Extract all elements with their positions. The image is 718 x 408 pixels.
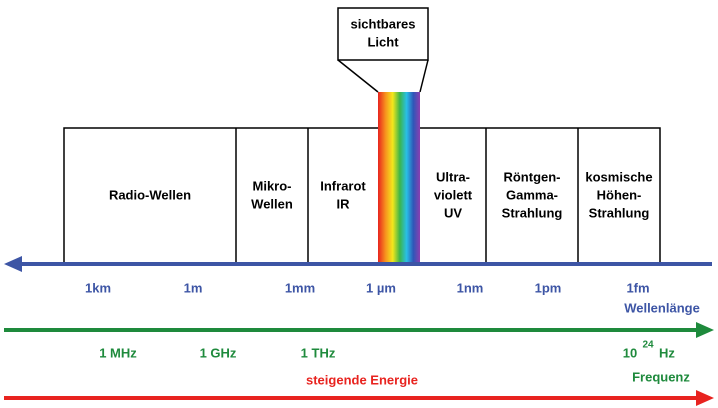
wavelength-label: 1pm [535,280,562,295]
frequency-base: 10 [623,345,637,360]
frequency-label: 1 THz [301,345,336,360]
wavelength-label: 1m [184,280,203,295]
wavelength-label: 1nm [457,280,484,295]
wavelength-label: 1km [85,280,111,295]
arrow-head [696,390,714,406]
region-label: Ultra- [436,169,470,184]
region-label: UV [444,205,462,220]
region-label: Strahlung [502,205,563,220]
frequency-label: 1 MHz [99,345,137,360]
region-label: Infrarot [320,178,366,193]
region-label: IR [337,196,351,211]
frequency-unit: Hz [659,345,675,360]
energy-title: steigende Energie [306,372,418,387]
region-label: Mikro- [253,178,292,193]
region-label: Radio-Wellen [109,187,191,202]
arrow-head [696,322,714,338]
wavelength-label: 1 µm [366,280,396,295]
region-label: kosmische [585,169,652,184]
region-label: Strahlung [589,205,650,220]
wavelength-title: Wellenlänge [624,300,700,315]
frequency-title: Frequenz [632,369,690,384]
region-label: Höhen- [597,187,642,202]
light-box [337,7,429,61]
frequency-exponent: 24 [642,340,654,351]
region-boxes [63,7,661,265]
arrows [4,256,714,406]
visible-spectrum [378,92,420,264]
frequency-label: 1 GHz [200,345,237,360]
wavelength-label: 1mm [285,280,315,295]
region-label: violett [434,187,473,202]
funnel [337,59,379,93]
region-label: Röntgen- [503,169,560,184]
arrow-head [4,256,22,272]
light-label: sichtbares [350,16,415,31]
region-label: Wellen [251,196,293,211]
funnel [419,59,429,93]
light-label: Licht [367,34,399,49]
region-label: Gamma- [506,187,558,202]
wavelength-label: 1fm [626,280,649,295]
